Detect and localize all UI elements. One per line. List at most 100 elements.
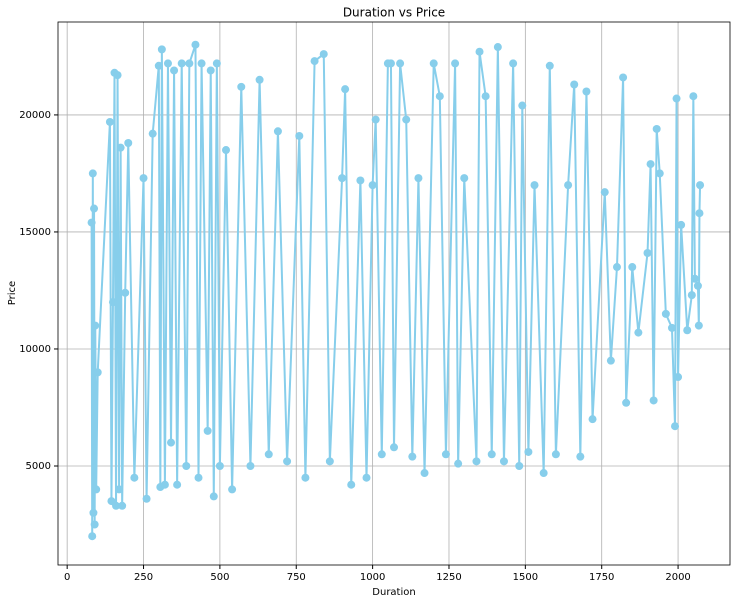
data-point bbox=[694, 321, 703, 330]
data-point bbox=[173, 480, 182, 489]
data-point bbox=[396, 59, 405, 68]
data-point bbox=[622, 398, 631, 407]
data-point bbox=[408, 452, 417, 461]
data-point bbox=[264, 450, 273, 459]
data-point bbox=[674, 373, 683, 382]
data-point bbox=[237, 82, 246, 91]
data-point bbox=[643, 249, 652, 258]
plot-frame bbox=[57, 21, 731, 566]
data-point bbox=[197, 59, 206, 68]
data-point bbox=[209, 492, 218, 501]
data-point bbox=[341, 85, 350, 94]
data-point bbox=[515, 461, 524, 470]
data-point bbox=[206, 66, 215, 75]
data-point bbox=[105, 117, 114, 126]
x-axis-label: Duration bbox=[372, 587, 415, 598]
data-point bbox=[628, 263, 637, 272]
x-tick-label: 750 bbox=[287, 572, 306, 583]
data-point bbox=[652, 124, 661, 133]
data-point bbox=[429, 59, 438, 68]
data-point bbox=[87, 218, 96, 227]
data-point bbox=[570, 80, 579, 89]
y-axis-label: Price bbox=[7, 281, 18, 305]
data-point bbox=[185, 59, 194, 68]
data-point bbox=[90, 204, 99, 213]
data-point bbox=[576, 452, 585, 461]
data-point bbox=[108, 298, 117, 307]
data-point bbox=[377, 450, 386, 459]
data-point bbox=[93, 368, 102, 377]
data-point bbox=[215, 461, 224, 470]
data-point bbox=[88, 532, 97, 541]
data-point bbox=[414, 174, 423, 183]
data-point bbox=[649, 396, 658, 405]
chart-title: Duration vs Price bbox=[343, 6, 445, 20]
data-point bbox=[539, 469, 548, 478]
data-point bbox=[113, 71, 122, 80]
data-point bbox=[634, 328, 643, 337]
data-point bbox=[118, 501, 127, 510]
data-point bbox=[88, 169, 97, 178]
x-tick-label: 2000 bbox=[665, 572, 690, 583]
x-tick-label: 250 bbox=[134, 572, 153, 583]
data-point bbox=[564, 181, 573, 190]
data-point bbox=[454, 459, 463, 468]
data-point bbox=[646, 160, 655, 169]
data-point bbox=[371, 115, 380, 124]
data-point bbox=[112, 501, 121, 510]
x-tick-label: 0 bbox=[64, 572, 70, 583]
data-point bbox=[472, 457, 481, 466]
data-point bbox=[157, 45, 166, 54]
x-tick-label: 500 bbox=[210, 572, 229, 583]
data-point bbox=[689, 92, 698, 101]
data-point bbox=[124, 139, 133, 148]
data-point bbox=[402, 115, 411, 124]
data-point bbox=[420, 469, 429, 478]
data-point bbox=[661, 309, 670, 318]
data-point bbox=[690, 274, 699, 283]
data-point bbox=[386, 59, 395, 68]
data-point bbox=[518, 101, 527, 110]
data-point bbox=[362, 473, 371, 482]
data-point bbox=[177, 59, 186, 68]
y-tick-label: 10000 bbox=[19, 344, 51, 355]
data-point bbox=[368, 181, 377, 190]
y-tick-label: 15000 bbox=[19, 227, 51, 238]
data-point bbox=[347, 480, 356, 489]
data-point bbox=[530, 181, 539, 190]
data-point bbox=[683, 326, 692, 335]
data-point bbox=[273, 127, 282, 136]
data-point bbox=[246, 461, 255, 470]
data-point bbox=[677, 220, 686, 229]
data-point bbox=[693, 281, 702, 290]
data-point bbox=[619, 73, 628, 82]
data-point bbox=[441, 450, 450, 459]
data-point bbox=[182, 461, 191, 470]
data-point bbox=[551, 450, 560, 459]
data-point bbox=[142, 494, 151, 503]
data-point bbox=[116, 143, 125, 152]
data-point bbox=[92, 485, 101, 494]
data-point bbox=[671, 422, 680, 431]
data-point bbox=[160, 480, 169, 489]
data-point bbox=[687, 291, 696, 300]
data-point bbox=[499, 457, 508, 466]
data-point bbox=[356, 176, 365, 185]
data-point bbox=[606, 356, 615, 365]
data-point bbox=[695, 209, 704, 218]
data-point bbox=[338, 174, 347, 183]
x-tick-label: 1750 bbox=[589, 572, 614, 583]
data-point bbox=[91, 321, 100, 330]
data-point bbox=[222, 146, 230, 155]
data-point bbox=[588, 415, 597, 424]
x-tick-label: 1250 bbox=[436, 572, 461, 583]
data-point bbox=[89, 508, 98, 517]
data-point bbox=[509, 59, 518, 68]
data-point bbox=[435, 92, 444, 101]
data-point bbox=[600, 188, 609, 197]
data-point bbox=[130, 473, 139, 482]
data-point bbox=[167, 438, 176, 447]
x-tick-label: 1000 bbox=[360, 572, 385, 583]
data-point bbox=[121, 288, 130, 297]
data-point bbox=[655, 169, 664, 178]
